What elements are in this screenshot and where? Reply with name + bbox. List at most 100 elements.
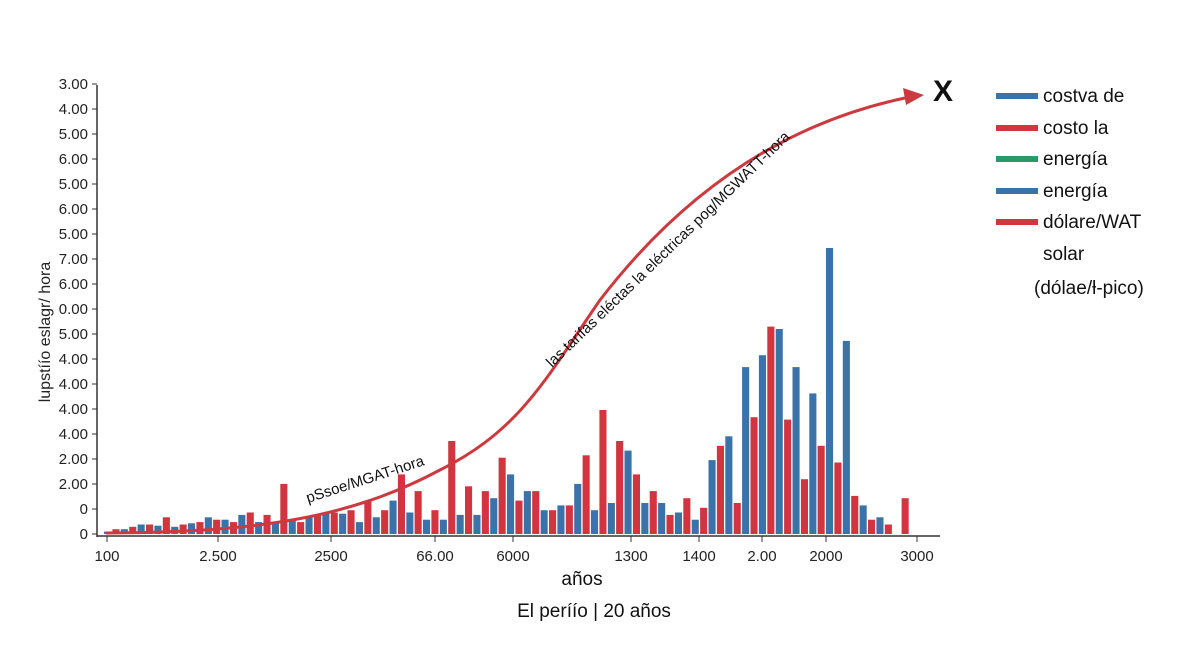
x-tick-label: 2.500 [199,548,237,565]
bar [339,513,347,534]
bar [842,340,850,534]
legend-swatch [996,219,1038,225]
bar [540,510,548,534]
bar [490,498,498,534]
bar [658,503,666,534]
bar [137,524,145,534]
y-tick-label: 0.00 [59,301,88,318]
bar [649,491,657,534]
y-tick-label: 2.00 [59,476,88,493]
bar [154,525,162,534]
y-tick-label: 0 [80,501,88,518]
x-tick-label: 2.00 [747,548,776,565]
legend-label: energía [1043,180,1108,202]
bar [800,479,808,534]
bar [591,510,599,534]
bar [465,486,473,534]
bar [322,512,330,534]
bar [624,450,632,534]
bar [632,474,640,534]
bar [792,367,800,534]
bar [616,441,624,534]
bar [809,393,817,534]
bar [196,522,204,534]
bar [834,462,842,534]
legend-label: dólare/WAT [1043,212,1142,233]
legend-swatch [996,124,1038,131]
bar [423,519,431,534]
bar [347,510,355,534]
bar [397,474,405,534]
x-tick-label: 66.00 [416,548,454,565]
bar [666,514,674,534]
bar [481,491,489,534]
bar [364,500,372,534]
bar [826,248,834,534]
bar [742,367,750,534]
legend-label: costo la [1043,117,1109,139]
legend-label: costva de [1043,86,1125,107]
x-ticks: 100 2.500 2500 66.00 6000 1300 1400 2.00 2000 300… [94,536,934,565]
bar [297,522,305,534]
bar [674,512,682,534]
bar [146,524,154,534]
bar [565,505,573,534]
bar [280,483,288,534]
legend-item: energía [996,149,1196,181]
y-tick-label: 0 [80,526,88,543]
y-tick-label: 6.00 [59,276,88,293]
legend-item: energía [996,181,1196,213]
y-tick-label: 4.00 [59,426,88,443]
bar [330,512,338,534]
x-tick-label: 2500 [314,548,347,565]
bar [523,491,531,534]
bar [246,512,254,534]
y-tick-label: 6.00 [59,151,88,168]
bar [691,519,699,534]
bar [129,526,137,534]
bar [414,491,422,534]
x-tick-label: 6000 [496,548,529,565]
bar [355,522,363,534]
curve-annotation-upper: las tarifas eléctas la eléctricas pog/MG… [543,128,794,371]
legend-item: dólare/WAT [996,212,1196,244]
bar [557,505,565,534]
bar [775,329,783,534]
legend-label: energía [1043,149,1108,170]
bar [851,495,859,534]
bar [700,507,708,534]
arrow-end-mark: X [933,75,953,108]
bar [784,419,792,534]
x-tick-label: 3000 [900,548,933,565]
bar [372,517,380,534]
y-tick-label: 2.00 [59,451,88,468]
bar [532,491,540,534]
bar [406,512,414,534]
legend-extra-line: (dólae/ƚ-pico) [1034,278,1144,299]
chart-subtitle: El períío | 20 años [517,601,671,622]
x-tick-label: 100 [94,548,119,565]
bar [389,500,397,534]
bar [381,510,389,534]
y-tick-label: 5.00 [59,226,88,243]
curve-annotation-lower: pSsoe/MGAT-hora [304,452,427,506]
legend-extra-line: solar [1043,244,1085,265]
legend-item: costva de [996,86,1196,118]
bar [876,517,884,534]
bar [431,510,439,534]
bar [188,523,196,534]
legend-swatch [996,187,1038,194]
bar [305,516,313,534]
bar [767,326,775,534]
y-tick-label: 3.00 [59,76,88,93]
bar [607,503,615,534]
bar [288,519,296,534]
y-axis-label: lupstíío eslagr/ hora [37,262,54,403]
bar [507,474,515,534]
y-ticks: 0 0 2.00 2.00 4.00 4.00 4.00 4.00 5.00 0.00 6.00 7.… [59,76,97,543]
bar [473,514,481,534]
bar [255,522,263,534]
bar [716,445,724,534]
bar [868,519,876,534]
